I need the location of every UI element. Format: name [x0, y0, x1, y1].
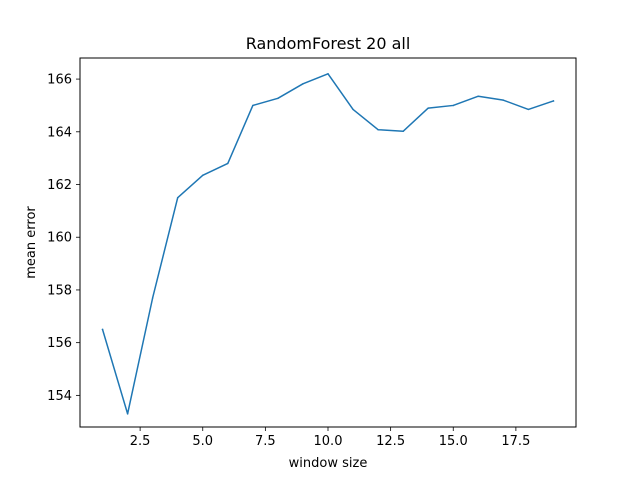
data-point [252, 104, 254, 107]
data-point [502, 99, 505, 101]
data-point [527, 108, 530, 111]
chart-title: RandomForest 20 all [246, 34, 411, 53]
data-point [427, 107, 429, 109]
series-line [101, 73, 555, 415]
data-point [327, 73, 329, 75]
data-point [126, 413, 129, 415]
y-tick-label: 166 [47, 73, 72, 88]
x-tick-label: 2.5 [130, 434, 151, 449]
data-point [552, 100, 555, 102]
data-point [151, 297, 154, 299]
x-tick-label: 12.5 [376, 434, 405, 449]
x-axis-label: window size [289, 456, 368, 471]
y-tick-label: 160 [47, 231, 72, 246]
y-axis-label: mean error [24, 206, 39, 279]
y-tick-label: 154 [47, 389, 72, 404]
y-tick-label: 158 [47, 283, 72, 298]
x-tick-label: 10.0 [314, 434, 343, 449]
data-point [277, 97, 279, 100]
data-point [176, 196, 179, 199]
data-point [477, 95, 480, 97]
y-tick-label: 156 [47, 336, 72, 351]
data-point [377, 128, 379, 131]
y-tick-label: 164 [47, 125, 72, 140]
data-point [452, 104, 454, 107]
x-tick-label: 15.0 [439, 434, 468, 449]
x-tick-label: 7.5 [255, 434, 276, 449]
plot-frame [79, 57, 577, 428]
data-point [402, 130, 404, 133]
x-tick-label: 5.0 [192, 434, 213, 449]
data-point [101, 328, 104, 331]
data-point [227, 162, 229, 165]
y-tick-label: 162 [47, 178, 72, 193]
data-point [352, 108, 354, 111]
x-tick-label: 17.5 [501, 434, 530, 449]
data-point [202, 174, 204, 177]
data-point [302, 83, 304, 85]
